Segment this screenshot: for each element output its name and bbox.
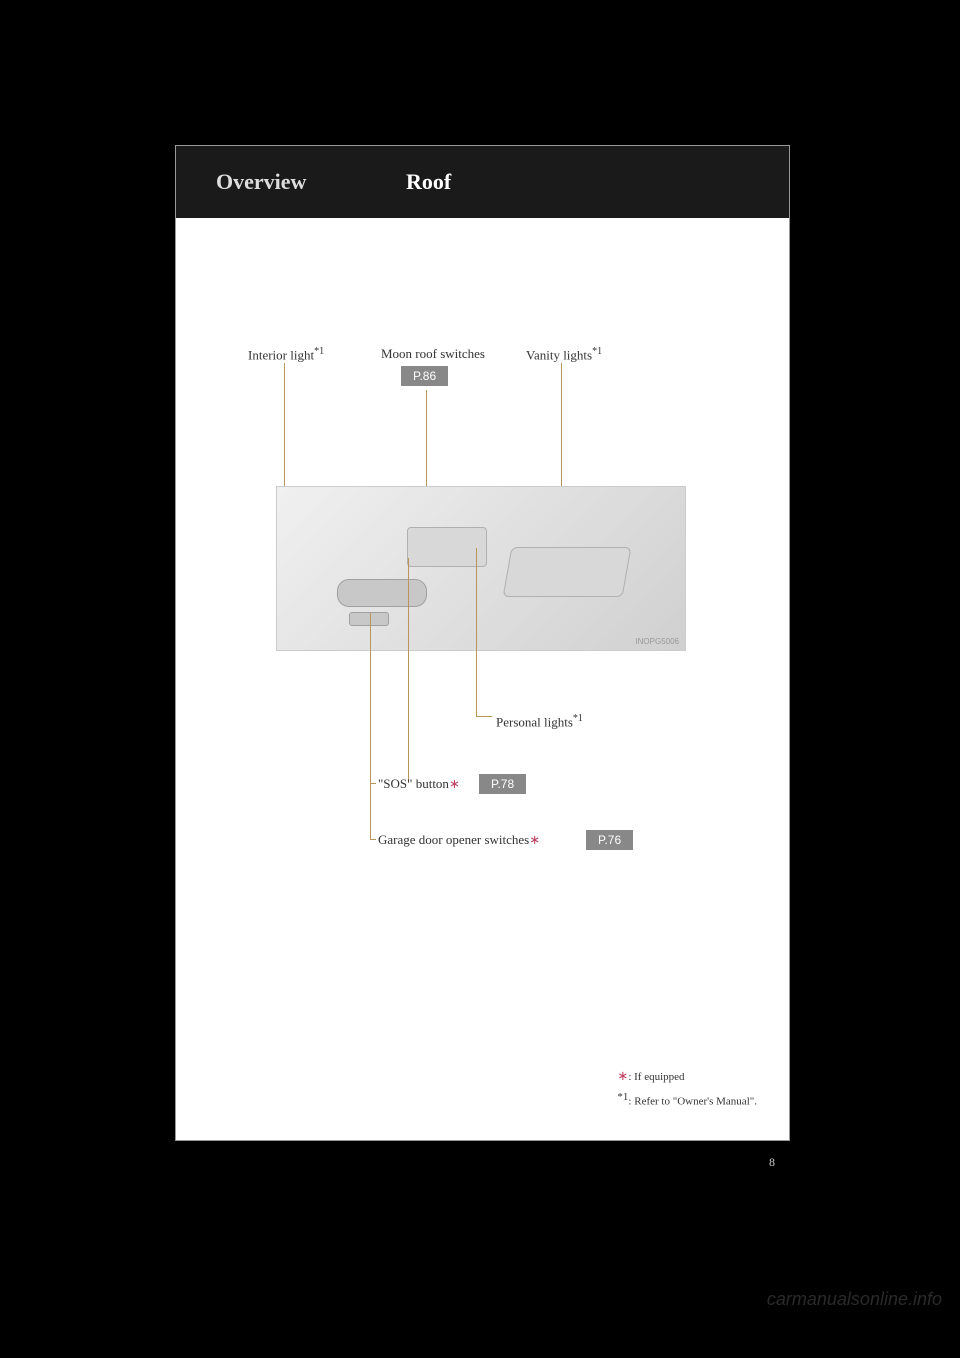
content-area: Interior light*1 Moon roof switches P.86… xyxy=(176,218,789,1140)
personal-lights-text: Personal lights xyxy=(496,714,573,729)
manual-page: Overview Roof Interior light*1 Moon roof… xyxy=(175,145,790,1141)
garage-asterisk: ∗ xyxy=(529,832,540,847)
interior-light-text: Interior light xyxy=(248,347,314,362)
leader-line xyxy=(476,548,477,716)
interior-light-sup: *1 xyxy=(314,346,324,357)
footnote-owners-manual: *1: Refer to "Owner's Manual". xyxy=(617,1088,757,1112)
moon-roof-page-ref: P.86 xyxy=(401,366,448,386)
footnote-asterisk-text: : If equipped xyxy=(628,1071,684,1083)
leader-line xyxy=(408,558,409,783)
watermark: carmanualsonline.info xyxy=(767,1289,942,1310)
header-section-label: Roof xyxy=(406,169,451,195)
interior-light-label: Interior light*1 xyxy=(248,346,324,363)
vanity-lights-text: Vanity lights xyxy=(526,347,592,362)
console-sketch xyxy=(407,527,487,567)
sos-page-ref: P.78 xyxy=(479,774,526,794)
footnote-if-equipped: ∗: If equipped xyxy=(617,1064,757,1088)
leader-line xyxy=(370,839,376,840)
moon-roof-label: Moon roof switches xyxy=(381,346,485,362)
leader-line xyxy=(370,613,371,839)
footnote-star1-symbol: *1 xyxy=(617,1091,628,1103)
leader-line xyxy=(476,716,492,717)
sos-button-text: "SOS" button xyxy=(378,776,449,791)
vanity-lights-label: Vanity lights*1 xyxy=(526,346,602,363)
garage-door-label: Garage door opener switches∗ xyxy=(378,832,540,848)
footnote-asterisk-symbol: ∗ xyxy=(617,1068,628,1083)
footnotes: ∗: If equipped *1: Refer to "Owner's Man… xyxy=(617,1064,757,1112)
page-number: 8 xyxy=(769,1155,775,1170)
roof-diagram: INOPG5006 xyxy=(276,486,686,651)
personal-lights-sup: *1 xyxy=(573,713,583,724)
diagram-code: INOPG5006 xyxy=(635,637,679,646)
garage-door-text: Garage door opener switches xyxy=(378,832,529,847)
sos-button-label: "SOS" button∗ xyxy=(378,776,460,792)
vanity-lights-sup: *1 xyxy=(592,346,602,357)
sos-asterisk: ∗ xyxy=(449,776,460,791)
footnote-star1-text: : Refer to "Owner's Manual". xyxy=(628,1095,757,1107)
mirror-sketch xyxy=(337,579,427,607)
garage-sketch xyxy=(349,612,389,626)
header-overview-label: Overview xyxy=(176,169,406,195)
personal-lights-label: Personal lights*1 xyxy=(496,713,583,730)
visor-sketch xyxy=(503,547,632,597)
header-bar: Overview Roof xyxy=(176,146,789,218)
garage-page-ref: P.76 xyxy=(586,830,633,850)
